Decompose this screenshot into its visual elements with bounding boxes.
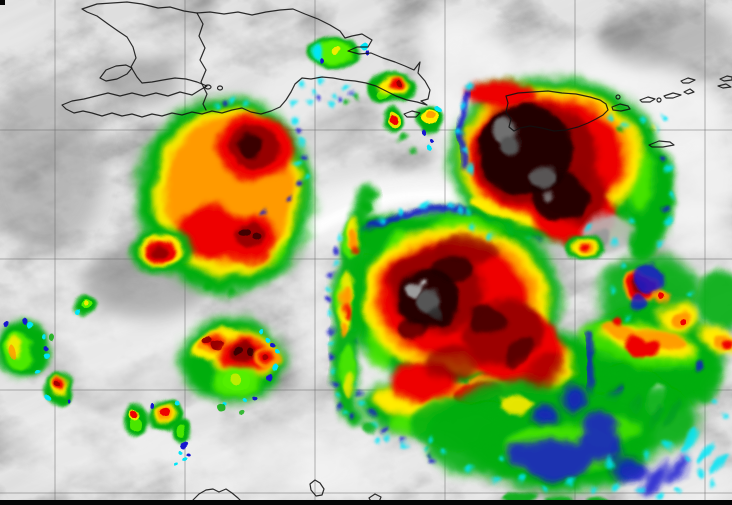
small-cell-south-of-cluster bbox=[565, 233, 605, 261]
mona-passage-cluster-group bbox=[450, 78, 674, 261]
tiburon-edge-specks bbox=[186, 96, 309, 296]
southeast-shield-group bbox=[410, 382, 727, 505]
hispaniola-stipple bbox=[297, 77, 415, 155]
ovando-cells bbox=[383, 105, 442, 151]
cayemites-islet-2 bbox=[216, 85, 224, 91]
gonave-island-coastline bbox=[99, 64, 133, 82]
cell-a bbox=[74, 295, 96, 315]
cluster-east-specks bbox=[587, 157, 673, 248]
virgin-islands-coastlines bbox=[611, 88, 695, 148]
warm-eye-spots bbox=[405, 279, 442, 320]
bottom-black-bar bbox=[0, 500, 732, 505]
band-edge-specks bbox=[326, 192, 381, 441]
corner-black-square bbox=[0, 0, 5, 5]
barahona-cell bbox=[366, 72, 418, 104]
convection-layer bbox=[0, 37, 732, 505]
east-puerto-rico-stipple bbox=[609, 114, 668, 135]
tiburon-cluster-group bbox=[132, 96, 313, 296]
cell-b-left-edge bbox=[0, 319, 55, 380]
hispaniola-coastline bbox=[61, 1, 431, 118]
lesser-antilles-fragments bbox=[680, 75, 732, 89]
west-spiral-band-group bbox=[326, 184, 381, 441]
haiti-dr-border bbox=[196, 12, 208, 111]
scattered-cells-group bbox=[0, 295, 284, 468]
saona-island-coastline bbox=[403, 110, 421, 118]
shield-navy-patches bbox=[506, 386, 690, 499]
cluster-west-cyan-edge bbox=[457, 84, 495, 239]
cayemites-islet bbox=[204, 84, 212, 90]
puerto-rico-coastline bbox=[505, 90, 609, 132]
shield-cyan-stipple bbox=[427, 426, 727, 502]
coastline-layer bbox=[61, 1, 732, 504]
aruba-coastline bbox=[309, 479, 325, 497]
tiburon-sw-lobe bbox=[132, 228, 192, 276]
south-america-coastline bbox=[192, 488, 243, 503]
hispaniola-cells-group bbox=[297, 37, 442, 155]
cell-cluster-d bbox=[125, 399, 192, 468]
cell-c bbox=[46, 371, 74, 405]
cell-cluster-e bbox=[180, 318, 284, 415]
